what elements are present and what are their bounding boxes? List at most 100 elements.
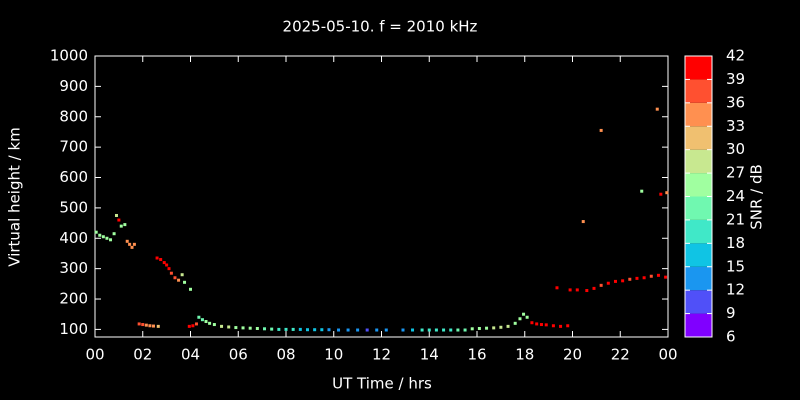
x-tick-label: 14: [420, 346, 439, 364]
data-point: [384, 328, 388, 332]
colorbar-tick-label: 6: [726, 328, 736, 346]
plot-frame: [94, 55, 669, 338]
colorbar-tick-label: 18: [726, 234, 745, 252]
data-point: [101, 235, 105, 239]
data-point: [356, 328, 360, 332]
colorbar-tick-label: 42: [726, 47, 745, 65]
data-point: [320, 328, 324, 332]
data-point: [566, 324, 570, 328]
data-point: [204, 320, 208, 324]
data-point: [241, 326, 245, 330]
y-tick-label: 700: [59, 138, 88, 156]
colorbar-band: [685, 79, 712, 103]
data-point: [659, 192, 663, 196]
data-point: [635, 276, 639, 280]
data-point: [144, 323, 148, 327]
data-point: [197, 315, 201, 319]
data-point: [530, 321, 534, 325]
y-tick-label: 800: [59, 107, 88, 125]
data-point: [98, 233, 102, 237]
data-point: [559, 324, 563, 328]
colorbar-band: [685, 102, 712, 127]
data-point: [165, 263, 169, 267]
data-point: [132, 242, 136, 246]
data-point: [189, 287, 192, 291]
data-point: [499, 325, 503, 329]
colorbar-tick-label: 9: [726, 304, 736, 322]
colorbar-band: [685, 196, 712, 220]
data-point: [305, 328, 309, 332]
colorbar-tick-label: 33: [726, 117, 745, 135]
data-point: [200, 318, 204, 322]
colorbar-tick-label: 30: [726, 140, 745, 158]
data-point: [642, 276, 646, 280]
x-tick-label: 12: [372, 346, 391, 364]
data-point: [427, 328, 431, 332]
data-point: [506, 324, 510, 328]
data-point: [463, 328, 467, 332]
colorbar-band: [685, 149, 712, 174]
data-point: [434, 328, 438, 332]
data-point: [270, 327, 274, 331]
data-point: [255, 326, 259, 330]
data-point: [234, 326, 238, 330]
colorbar-band: [685, 266, 712, 291]
data-point: [621, 279, 625, 283]
x-axis-label: UT Time / hrs: [332, 375, 432, 393]
x-tick-label: 20: [563, 346, 582, 364]
data-point: [180, 273, 184, 277]
data-point: [151, 324, 155, 328]
data-point: [411, 328, 415, 332]
data-point: [535, 322, 539, 326]
data-point: [525, 315, 529, 319]
data-point: [449, 328, 453, 332]
data-point: [555, 286, 559, 290]
data-point: [105, 236, 109, 240]
y-tick-label: 300: [59, 259, 88, 277]
colorbar-tick-label: 21: [726, 210, 745, 228]
data-point: [141, 323, 145, 327]
data-point: [513, 321, 517, 325]
data-point: [123, 223, 127, 227]
data-point: [581, 220, 585, 224]
colorbar-tick-label: 15: [726, 257, 745, 275]
colorbar-band: [685, 219, 712, 244]
y-tick-label: 1000: [50, 47, 88, 65]
data-point: [544, 323, 548, 327]
data-point: [485, 326, 489, 330]
x-tick-label: 00: [85, 346, 104, 364]
x-tick-label: 08: [276, 346, 295, 364]
colorbar-band: [685, 290, 712, 314]
data-point: [128, 242, 132, 246]
colorbar-tick-label: 39: [726, 70, 745, 88]
data-point: [291, 327, 295, 331]
data-point: [220, 324, 224, 328]
data-point: [155, 256, 159, 260]
data-point: [112, 232, 116, 236]
x-tick-label: 00: [658, 346, 677, 364]
data-point: [346, 328, 350, 332]
data-point: [585, 289, 589, 293]
data-point: [148, 324, 152, 328]
data-point: [599, 283, 603, 287]
data-point: [94, 230, 98, 234]
colorbar-tick-label: 36: [726, 93, 745, 111]
y-tick-label: 400: [59, 229, 88, 247]
y-tick-label: 600: [59, 168, 88, 186]
chart-title: 2025-05-10. f = 2010 kHz: [283, 18, 478, 36]
data-point: [169, 271, 173, 275]
data-point: [442, 328, 446, 332]
data-point: [137, 322, 141, 326]
data-point: [130, 245, 134, 249]
data-point: [212, 323, 216, 327]
data-point: [284, 327, 288, 331]
data-point: [119, 224, 123, 228]
data-point: [117, 218, 121, 222]
data-point: [665, 191, 669, 195]
data-point: [248, 326, 252, 330]
x-tick-label: 04: [181, 346, 200, 364]
data-point: [227, 325, 231, 329]
data-point: [456, 328, 460, 332]
data-point: [156, 324, 160, 328]
